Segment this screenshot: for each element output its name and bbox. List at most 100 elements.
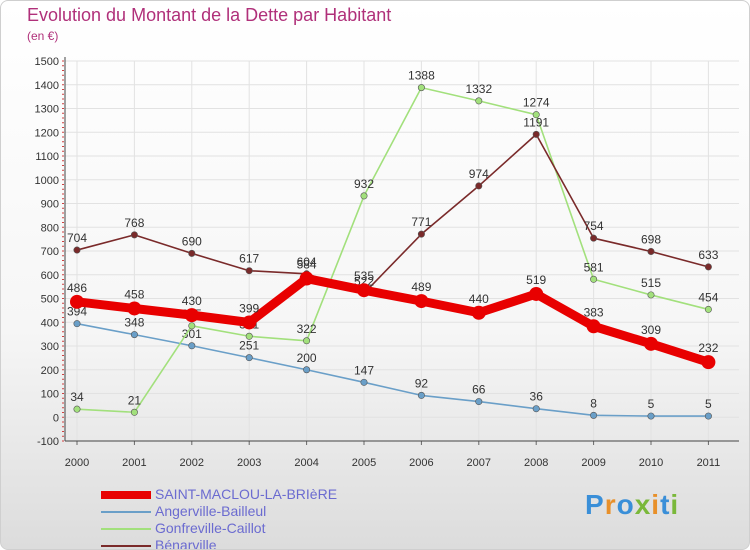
y-tick-label: 800 — [41, 222, 59, 234]
legend-swatch — [101, 511, 151, 513]
data-label-angerville-bailleul: 92 — [415, 376, 429, 390]
y-tick-label: 700 — [41, 246, 59, 258]
data-label-saint-maclou-la-briere: 309 — [641, 323, 661, 337]
logo-letter: P — [585, 489, 605, 520]
data-label-angerville-bailleul: 5 — [705, 397, 712, 411]
data-point-saint-maclou-la-briere — [414, 294, 429, 309]
legend-swatch — [101, 545, 151, 547]
data-label-gonfreville-caillot: 34 — [70, 390, 84, 404]
data-point-angerville-bailleul — [245, 354, 253, 362]
data-point-gonfreville-caillot — [532, 111, 540, 119]
data-point-angerville-bailleul — [532, 405, 540, 413]
x-tick-label: 2003 — [237, 457, 261, 469]
data-label-gonfreville-caillot: 515 — [641, 276, 661, 290]
data-label-gonfreville-caillot: 581 — [584, 260, 604, 274]
data-point-benarville — [704, 263, 712, 271]
data-point-angerville-bailleul — [360, 378, 368, 386]
data-label-saint-maclou-la-briere: 440 — [469, 292, 489, 306]
data-point-gonfreville-caillot — [360, 192, 368, 200]
data-label-angerville-bailleul: 147 — [354, 363, 374, 377]
data-label-benarville: 604 — [297, 255, 317, 269]
proxiti-logo: Proxiti — [585, 489, 679, 521]
x-tick-label: 2010 — [639, 457, 663, 469]
logo-letter: t — [660, 489, 671, 520]
data-label-angerville-bailleul: 36 — [530, 390, 544, 404]
data-point-saint-maclou-la-briere — [586, 319, 601, 334]
data-point-angerville-bailleul — [417, 391, 425, 399]
x-tick-label: 2001 — [122, 457, 146, 469]
data-point-gonfreville-caillot — [245, 332, 253, 340]
legend-label: Bénarville — [155, 537, 217, 550]
data-label-saint-maclou-la-briere: 519 — [526, 273, 546, 287]
y-tick-label: 600 — [41, 270, 59, 282]
y-tick-label: 0 — [53, 412, 59, 424]
x-tick-label: 2007 — [467, 457, 491, 469]
data-label-saint-maclou-la-briere: 584 — [297, 258, 317, 272]
data-point-benarville — [188, 249, 196, 257]
data-label-saint-maclou-la-briere: 458 — [124, 287, 144, 301]
y-tick-label: 900 — [41, 199, 59, 211]
data-label-gonfreville-caillot: 932 — [354, 177, 374, 191]
data-label-benarville: 698 — [641, 232, 661, 246]
x-tick-label: 2008 — [524, 457, 548, 469]
data-label-angerville-bailleul: 5 — [648, 397, 655, 411]
data-label-saint-maclou-la-briere: 383 — [584, 305, 604, 319]
data-point-gonfreville-caillot — [704, 305, 712, 313]
data-label-gonfreville-caillot: 21 — [128, 393, 142, 407]
data-label-saint-maclou-la-briere: 399 — [239, 301, 259, 315]
logo-letter: i — [670, 489, 680, 520]
data-point-saint-maclou-la-briere — [357, 283, 371, 298]
data-label-angerville-bailleul: 348 — [124, 316, 144, 330]
series-line-angerville-bailleul — [76, 322, 710, 417]
data-point-angerville-bailleul — [704, 412, 712, 420]
data-point-saint-maclou-la-briere — [471, 305, 486, 320]
data-point-saint-maclou-la-briere — [242, 315, 257, 330]
y-tick-label: 400 — [41, 317, 59, 329]
data-label-benarville: 974 — [469, 167, 489, 181]
data-label-angerville-bailleul: 301 — [182, 327, 202, 341]
data-label-gonfreville-caillot: 1332 — [465, 82, 492, 96]
x-tick-label: 2002 — [180, 457, 204, 469]
data-label-saint-maclou-la-briere: 232 — [698, 341, 718, 355]
data-point-gonfreville-caillot — [590, 275, 598, 283]
data-point-angerville-bailleul — [130, 331, 138, 339]
legend-label: Gonfreville-Caillot — [155, 520, 266, 536]
data-point-gonfreville-caillot — [73, 405, 81, 413]
y-tick-label: 1200 — [35, 127, 59, 139]
data-point-saint-maclou-la-briere — [184, 308, 199, 323]
data-label-benarville: 617 — [239, 252, 259, 266]
x-tick-label: 2005 — [352, 457, 376, 469]
data-label-benarville: 633 — [698, 248, 718, 262]
x-tick-label: 2004 — [294, 457, 318, 469]
data-point-gonfreville-caillot — [417, 84, 425, 92]
data-point-angerville-bailleul — [475, 398, 483, 406]
data-label-angerville-bailleul: 394 — [67, 305, 87, 319]
logo-letter: x — [634, 489, 652, 520]
data-label-benarville: 704 — [67, 231, 87, 245]
data-point-benarville — [73, 246, 81, 254]
y-tick-label: 1000 — [35, 175, 59, 187]
data-label-saint-maclou-la-briere: 486 — [67, 281, 87, 295]
data-point-gonfreville-caillot — [475, 97, 483, 105]
data-point-saint-maclou-la-briere — [127, 301, 142, 316]
data-point-benarville — [647, 247, 655, 255]
data-label-saint-maclou-la-briere: 535 — [354, 269, 374, 283]
data-label-angerville-bailleul: 66 — [472, 383, 486, 397]
y-tick-label: 1400 — [35, 80, 59, 92]
data-point-gonfreville-caillot — [647, 291, 655, 299]
x-tick-label: 2009 — [581, 457, 605, 469]
legend-label: SAINT-MACLOU-LA-BRIèRE — [155, 486, 338, 502]
y-tick-label: 1100 — [35, 151, 59, 163]
y-tick-label: 300 — [41, 341, 59, 353]
data-point-benarville — [590, 234, 598, 242]
data-label-benarville: 768 — [124, 216, 144, 230]
data-label-benarville: 771 — [411, 215, 431, 229]
data-label-gonfreville-caillot: 1388 — [408, 69, 435, 83]
data-point-benarville — [417, 230, 425, 238]
chart-title: Evolution du Montant de la Dette par Hab… — [27, 5, 392, 25]
y-tick-label: 100 — [41, 389, 59, 401]
x-tick-label: 2011 — [697, 457, 721, 469]
data-label-benarville: 690 — [182, 234, 202, 248]
data-label-angerville-bailleul: 251 — [239, 339, 259, 353]
